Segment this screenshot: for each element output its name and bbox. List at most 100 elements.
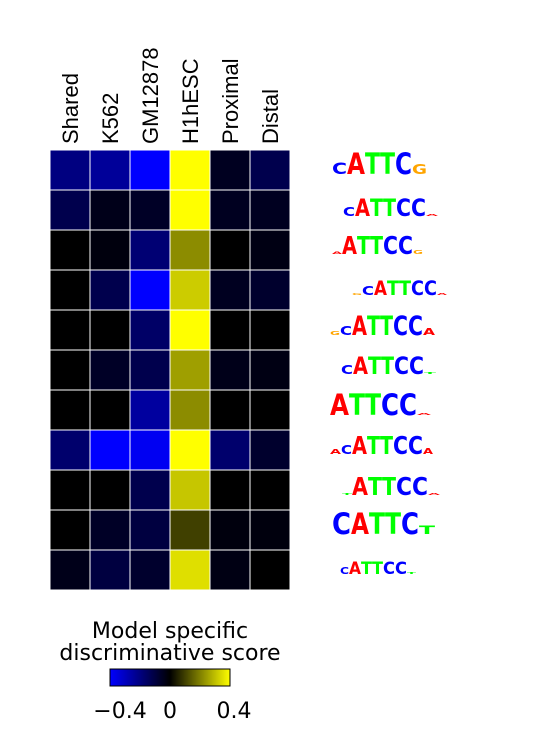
logo-letter-t: T [399, 277, 412, 300]
legend-title-line2: discriminative score [59, 641, 280, 666]
logo-letter-t: T [367, 310, 380, 342]
heatmap-cell [209, 389, 251, 431]
heatmap-cell [49, 349, 91, 391]
logo-letter-c: C [394, 352, 409, 380]
logo-letter-t: T [361, 559, 372, 578]
logo-letter-t: T [372, 559, 383, 578]
logo-letter-a: A [349, 559, 362, 578]
heatmap-cell [169, 269, 211, 311]
legend-color-bar [109, 668, 231, 687]
heatmap-cell [129, 229, 171, 271]
heatmap-cell [89, 229, 131, 271]
heatmap-cell [49, 189, 91, 231]
logo-letter-t: T [424, 372, 436, 375]
column-label-proximal: Proximal [218, 58, 243, 144]
logo-letter-a: A [342, 232, 357, 261]
heatmap-cell [49, 429, 91, 471]
logo-letter-t: T [382, 473, 396, 502]
logo-letter-c: C [341, 363, 353, 377]
logo-letter-c: C [409, 352, 424, 380]
logo-letter-a: A [426, 214, 438, 217]
logo-letter-c: C [383, 232, 398, 261]
logo-letter-t: T [380, 432, 393, 461]
logo-letter-a: A [332, 251, 342, 255]
logo-letter-t: T [370, 232, 383, 261]
color-legend: Model specific discriminative score −0.4… [59, 619, 280, 724]
heatmap-cells [49, 149, 291, 591]
heatmap-cell [249, 149, 291, 191]
logo-letter-g: G [412, 162, 427, 178]
logo-letter-c: C [424, 277, 437, 300]
logo-letter-t: T [357, 232, 370, 261]
heatmap-cell [249, 509, 291, 551]
logo-letter-g: G [413, 249, 423, 255]
heatmap-cell [209, 229, 251, 271]
logo-letter-t: T [365, 147, 380, 181]
heatmap-cell [49, 549, 91, 591]
heatmap-cell [129, 469, 171, 511]
logo-letter-c: C [340, 565, 349, 577]
logo-letter-a: A [437, 293, 447, 296]
motif-logos: C A T T C GC A T T C C AA A T T C C GG C A T T C C AG C A T T C C AC A T T… [330, 147, 447, 578]
logo-letter-c: C [343, 205, 355, 219]
heatmap-cell [169, 469, 211, 511]
logo-letter-a: A [423, 447, 433, 456]
heatmap-cell [249, 549, 291, 591]
logo-letter-c: C [332, 507, 351, 541]
logo-letter-a: A [428, 493, 440, 496]
heatmap-cell [169, 189, 211, 231]
heatmap-cell [49, 509, 91, 551]
logo-letter-c: C [340, 323, 352, 338]
heatmap-cell [169, 549, 211, 591]
legend-tick-mid: 0 [163, 699, 177, 724]
logo-letter-c: C [395, 559, 407, 578]
logo-letter-c: C [399, 388, 417, 422]
heatmap-cell [89, 389, 131, 431]
logo-letter-t: T [367, 432, 380, 461]
logo-letter-t: T [380, 147, 395, 181]
logo-letter-c: C [395, 147, 412, 181]
logo-letter-t: T [365, 388, 381, 422]
heatmap-cell [129, 189, 171, 231]
logo-letter-t: T [385, 507, 401, 541]
logo-letter-a: A [330, 388, 350, 422]
logo-letter-t: T [380, 310, 393, 342]
heatmap-cell [49, 269, 91, 311]
logo-letter-c: C [341, 443, 352, 457]
logo-letter-c: C [408, 310, 423, 342]
logo-letter-a: A [347, 147, 366, 181]
heatmap-cell [89, 149, 131, 191]
heatmap-cell [89, 429, 131, 471]
logo-letter-t: T [383, 194, 396, 222]
column-label-gm12878: GM12878 [138, 47, 163, 144]
logo-letter-c: C [408, 432, 423, 461]
logo-letter-t: T [387, 277, 400, 300]
logo-letter-c: C [396, 473, 412, 502]
heatmap-cell [129, 389, 171, 431]
column-label-h1hesc: H1hESC [178, 58, 203, 144]
legend-tick-min: −0.4 [93, 699, 146, 724]
logo-letter-a: A [330, 448, 341, 456]
heatmap-cell [209, 549, 251, 591]
heatmap-cell [249, 349, 291, 391]
heatmap-cell [49, 149, 91, 191]
column-labels: Shared K562 GM12878 H1hESC Proximal Distal [58, 47, 283, 144]
column-label-distal: Distal [258, 89, 283, 144]
heatmap-cell [49, 389, 91, 431]
legend-tick-max: 0.4 [217, 699, 252, 724]
heatmap-cell [129, 269, 171, 311]
logo-letter-t: T [369, 507, 385, 541]
logo-letter-c: C [396, 194, 411, 222]
heatmap-cell [209, 349, 251, 391]
heatmap-cell [169, 309, 211, 351]
logo-letter-t: T [368, 352, 381, 380]
heatmap-cell [249, 229, 291, 271]
heatmap-cell [209, 189, 251, 231]
